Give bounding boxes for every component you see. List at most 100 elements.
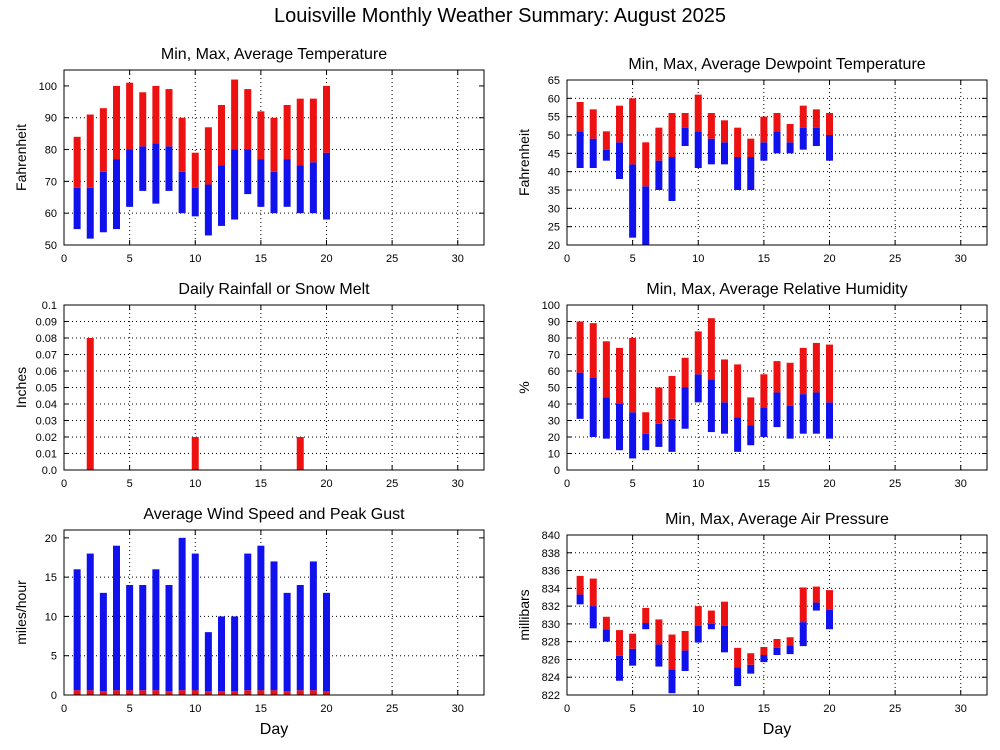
bar-min-avg <box>799 127 807 150</box>
x-tick-label: 0 <box>61 253 67 265</box>
bar-avg-max <box>576 321 584 373</box>
y-tick-label: 30 <box>548 203 560 215</box>
bar-avg-max <box>721 120 728 143</box>
bar-avg-max <box>773 639 781 648</box>
bar-avg-max <box>799 587 807 623</box>
bar-min-avg <box>231 149 239 220</box>
bar-avg-max <box>113 85 120 160</box>
bar-avg-wind <box>309 690 317 695</box>
bar-avg-max <box>826 113 833 135</box>
bar-avg-max <box>826 344 833 403</box>
bar-avg-wind <box>231 691 239 695</box>
bar-avg-max <box>602 131 610 150</box>
y-tick-label: 90 <box>45 113 57 125</box>
bar-avg-max <box>231 79 239 150</box>
bar-min-avg <box>152 143 160 204</box>
bar-min-avg <box>589 377 597 437</box>
bar-avg-wind <box>113 690 120 695</box>
y-tick-label: 25 <box>548 222 560 234</box>
x-tick-label: 15 <box>255 478 267 490</box>
bar-min-avg <box>734 667 742 687</box>
x-tick-label: 5 <box>630 478 636 490</box>
bar-min-avg <box>655 160 663 190</box>
bar-min-avg <box>721 402 728 434</box>
bar-avg-max <box>760 647 768 655</box>
y-tick-label: 0.01 <box>36 449 57 461</box>
bar-min-avg <box>99 171 107 233</box>
bar-rainfall <box>296 437 304 470</box>
bar-min-avg <box>629 648 637 666</box>
bar-avg-wind <box>139 690 147 695</box>
y-tick-label: 0.02 <box>36 432 57 444</box>
bar-min-avg <box>589 606 597 629</box>
y-tick-label: 100 <box>542 300 560 312</box>
x-tick-label: 15 <box>758 703 770 715</box>
y-axis-label: % <box>516 381 532 393</box>
bar-min-avg <box>734 157 742 190</box>
bar-min-avg <box>283 159 291 207</box>
bar-min-avg <box>681 650 689 671</box>
bar-avg-max <box>773 113 781 132</box>
bar-min-avg <box>694 625 702 643</box>
bar-min-avg <box>602 397 610 439</box>
y-tick-label: 40 <box>548 399 560 411</box>
bar-min-avg <box>786 645 794 655</box>
bar-min-avg <box>616 142 623 179</box>
y-tick-label: 0.03 <box>36 416 57 428</box>
y-tick-label: 45 <box>548 148 560 160</box>
plot-frame <box>63 304 485 471</box>
bar-avg-max <box>629 633 637 649</box>
bar-avg-max <box>309 98 317 163</box>
bar-avg-wind <box>257 690 265 695</box>
x-tick-label: 5 <box>127 253 133 265</box>
bar-min-avg <box>773 647 781 655</box>
bar-min-avg <box>694 374 702 403</box>
x-tick-label: 5 <box>127 478 133 490</box>
bar-avg-wind <box>244 690 252 695</box>
bar-avg-wind <box>204 691 212 695</box>
y-tick-label: 826 <box>542 654 560 666</box>
bar-min-avg <box>576 131 584 168</box>
bar-min-avg <box>655 423 663 447</box>
bar-min-avg <box>773 392 781 428</box>
bar-min-avg <box>773 131 781 154</box>
bar-avg-max <box>681 631 689 651</box>
y-tick-label: 60 <box>548 366 560 378</box>
bar-avg-max <box>812 342 820 393</box>
bar-min-avg <box>826 402 833 439</box>
bar-avg-max <box>244 89 252 150</box>
y-tick-label: 830 <box>542 619 560 631</box>
bar-peak-gust <box>113 545 120 691</box>
bar-avg-max <box>204 127 212 185</box>
x-tick-label: 0 <box>564 253 570 265</box>
bar-avg-max <box>191 152 199 188</box>
bar-min-avg <box>668 669 676 694</box>
bar-peak-gust <box>165 585 173 692</box>
bar-avg-max <box>576 102 584 132</box>
y-tick-label: 828 <box>542 637 560 649</box>
y-tick-label: 60 <box>45 208 57 220</box>
y-tick-label: 60 <box>548 93 560 105</box>
y-tick-label: 70 <box>548 350 560 362</box>
bar-min-avg <box>191 187 199 217</box>
y-axis-label: miles/hour <box>13 580 29 645</box>
bar-avg-wind <box>165 691 173 695</box>
bar-min-avg <box>747 664 755 674</box>
bar-min-avg <box>826 609 833 630</box>
bar-rainfall <box>86 338 94 470</box>
y-tick-label: 10 <box>45 611 57 623</box>
bar-avg-max <box>616 105 623 143</box>
x-tick-label: 15 <box>255 703 267 715</box>
bar-avg-max <box>668 113 676 157</box>
bar-min-avg <box>73 187 81 230</box>
bar-avg-max <box>629 98 637 165</box>
x-tick-label: 20 <box>320 703 332 715</box>
x-tick-label: 15 <box>758 478 770 490</box>
x-tick-label: 0 <box>61 703 67 715</box>
bar-min-avg <box>707 379 715 433</box>
y-tick-label: 0.04 <box>36 399 57 411</box>
x-tick-label: 0 <box>564 478 570 490</box>
bar-min-avg <box>126 149 134 207</box>
